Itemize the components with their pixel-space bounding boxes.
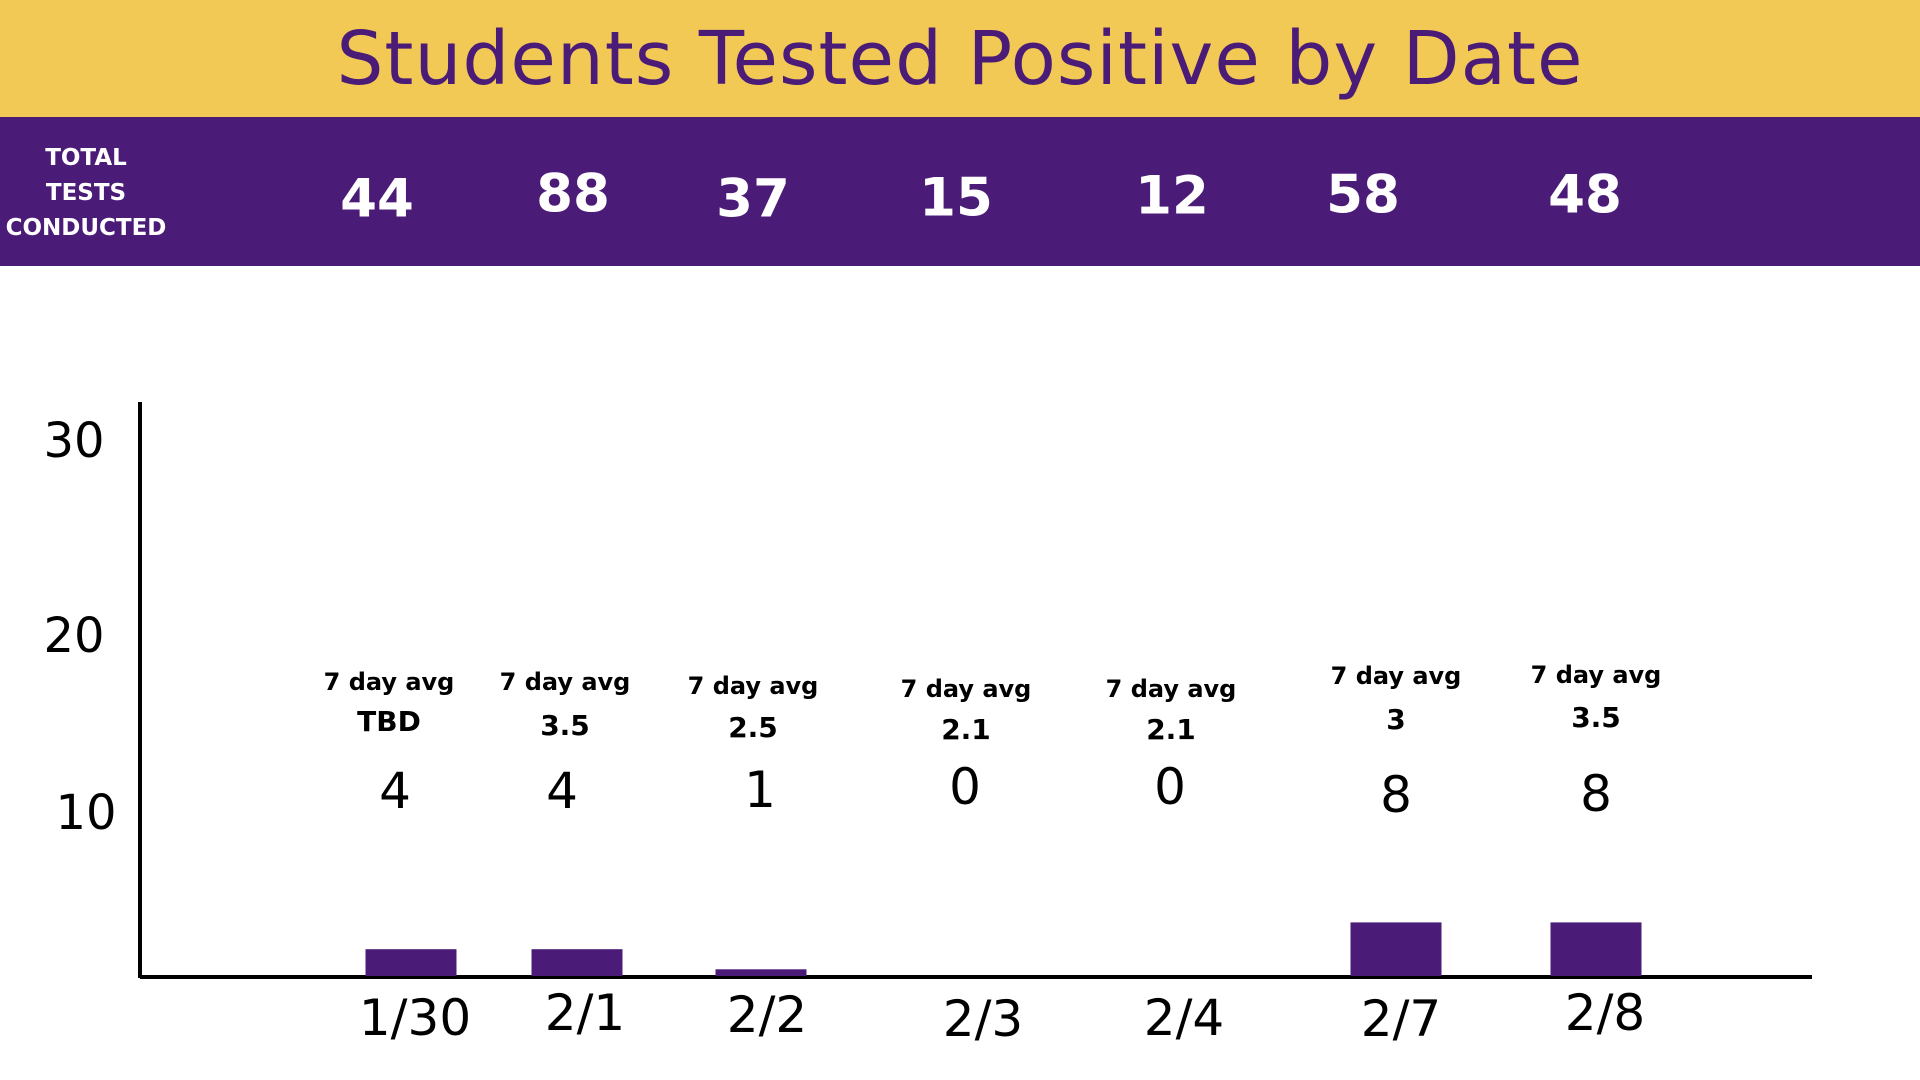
avg-label: 7 day avg [500, 668, 631, 696]
tests-label-line: TOTAL [45, 145, 127, 171]
data-label: 4 [379, 762, 411, 820]
x-tick-label: 2/8 [1565, 984, 1645, 1042]
avg-label: 7 day avg [1106, 675, 1237, 703]
data-label: 4 [546, 762, 578, 820]
avg-label: 7 day avg [901, 675, 1032, 703]
x-tick-label: 2/7 [1361, 990, 1441, 1048]
tests-count-2-2: 37 [716, 168, 790, 230]
bar-1-30 [365, 949, 457, 976]
avg-value: 2.5 [728, 711, 778, 744]
x-tick-label: 2/3 [943, 990, 1023, 1048]
title-bar: Students Tested Positive by Date [0, 0, 1920, 117]
tests-conducted-bar: TOTAL TESTS CONDUCTED 44 88 37 15 12 58 … [0, 117, 1920, 266]
tests-count-2-8: 48 [1548, 164, 1622, 226]
tests-count-2-7: 58 [1326, 164, 1400, 226]
bar-2-2 [715, 969, 807, 976]
bar-2-1 [531, 949, 623, 976]
avg-value: 3.5 [1571, 701, 1621, 734]
avg-value: 2.1 [941, 713, 991, 746]
bar-2-8 [1550, 922, 1642, 976]
tests-label-line: CONDUCTED [5, 215, 167, 241]
tests-count-2-4: 12 [1135, 165, 1209, 227]
tests-count-2-1: 88 [536, 163, 610, 225]
avg-value: 2.1 [1146, 713, 1196, 746]
avg-label: 7 day avg [1531, 661, 1662, 689]
x-tick-label: 2/4 [1144, 989, 1224, 1047]
data-label: 8 [1580, 765, 1612, 823]
avg-label: 7 day avg [688, 672, 819, 700]
avg-value: 3.5 [540, 709, 590, 742]
data-label: 0 [1154, 758, 1186, 816]
data-label: 8 [1380, 766, 1412, 824]
y-tick-label: 20 [43, 608, 104, 664]
tests-label-line: TESTS [45, 180, 127, 206]
avg-value: 3 [1386, 703, 1405, 736]
tests-count-1-30: 44 [340, 168, 414, 230]
data-label: 0 [949, 758, 981, 816]
tests-conducted-label: TOTAL TESTS CONDUCTED [0, 141, 172, 246]
tests-count-2-3: 15 [919, 167, 993, 229]
x-tick-label: 2/1 [545, 984, 625, 1042]
chart-title: Students Tested Positive by Date [336, 15, 1584, 102]
avg-label: 7 day avg [1331, 662, 1462, 690]
avg-value: TBD [357, 705, 421, 738]
bar-2-7 [1350, 922, 1442, 976]
x-tick-label: 2/2 [727, 986, 807, 1044]
data-label: 1 [744, 761, 776, 819]
y-tick-label: 10 [55, 785, 116, 841]
avg-label: 7 day avg [324, 668, 455, 696]
x-tick-label: 1/30 [359, 989, 471, 1047]
y-tick-label: 30 [43, 413, 104, 469]
